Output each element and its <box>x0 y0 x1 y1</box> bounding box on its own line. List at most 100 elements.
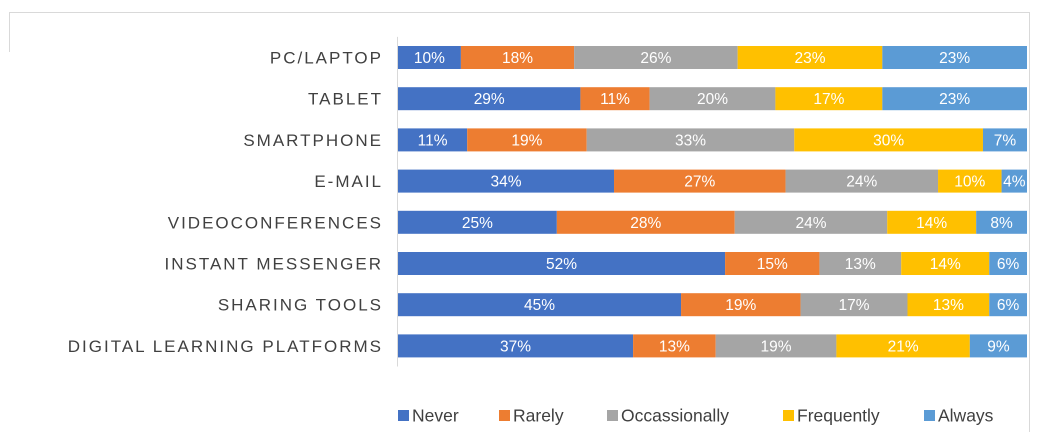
category-labels: PC/LAPTOP TABLET SMARTPHONE E-MAIL VIDEOCONF… <box>68 49 383 356</box>
legend-swatch-frequently <box>783 410 794 421</box>
bar-tablet-occassionally <box>649 87 776 111</box>
bars-layer: 10% 18% 26% 23% 23% 29% 11% 20% 17% 23% 11% 19% 33% 3… <box>398 46 1027 358</box>
data-label-sharing-tools-occassionally: 17% <box>839 297 870 314</box>
category-label-tablet: TABLET <box>308 90 383 109</box>
bar-smartphone-always <box>982 128 1027 152</box>
category-label-smartphone: SMARTPHONE <box>243 131 383 150</box>
data-label-e-mail-occassionally: 24% <box>846 174 877 191</box>
bar-digital-learning-platforms-rarely <box>633 334 716 358</box>
bar-pc-laptop-never <box>398 46 461 69</box>
bar-digital-learning-platforms-frequently <box>836 334 970 358</box>
bar-tablet-rarely <box>580 87 650 111</box>
bar-e-mail-always <box>1001 169 1027 193</box>
data-label-instant-messenger-frequently: 14% <box>930 256 961 273</box>
data-label-e-mail-always: 4% <box>1003 174 1026 191</box>
bar-videoconferences-occassionally <box>734 210 888 234</box>
data-label-digital-learning-platforms-always: 9% <box>987 338 1010 355</box>
data-label-sharing-tools-always: 6% <box>997 297 1020 314</box>
bar-videoconferences-frequently <box>887 210 977 234</box>
data-label-videoconferences-never: 25% <box>462 215 493 232</box>
bar-e-mail-frequently <box>938 169 1002 193</box>
data-label-tablet-always: 23% <box>939 91 970 108</box>
data-label-pc-laptop-always: 23% <box>939 50 970 67</box>
bar-pc-laptop-frequently <box>737 46 883 69</box>
data-label-smartphone-always: 7% <box>994 132 1017 149</box>
data-label-tablet-rarely: 11% <box>600 91 630 108</box>
legend-swatch-occassionally <box>607 410 618 421</box>
bar-sharing-tools-rarely <box>681 293 801 317</box>
data-label-e-mail-frequently: 10% <box>954 174 985 191</box>
legend-label-never: Never <box>412 406 459 426</box>
bar-pc-laptop-always <box>882 46 1027 69</box>
legend-label-rarely: Rarely <box>513 406 564 426</box>
bar-instant-messenger-rarely <box>725 252 820 275</box>
bar-videoconferences-always <box>976 210 1027 234</box>
bar-e-mail-occassionally <box>785 169 939 193</box>
bar-smartphone-frequently <box>794 128 983 152</box>
data-label-instant-messenger-always: 6% <box>997 256 1020 273</box>
data-label-pc-laptop-occassionally: 26% <box>640 50 671 67</box>
bar-instant-messenger-always <box>989 252 1027 275</box>
bar-digital-learning-platforms-never <box>398 334 634 358</box>
category-label-videoconferences: VIDEOCONFERENCES <box>168 213 383 232</box>
category-label-pc-laptop: PC/LAPTOP <box>270 49 383 68</box>
category-label-e-mail: E-MAIL <box>314 172 383 191</box>
bar-sharing-tools-frequently <box>907 293 990 317</box>
bar-tablet-frequently <box>775 87 883 111</box>
bar-instant-messenger-occassionally <box>819 252 902 275</box>
data-label-tablet-never: 29% <box>474 91 505 108</box>
bar-smartphone-rarely <box>467 128 587 152</box>
bar-smartphone-never <box>398 128 468 152</box>
data-label-videoconferences-occassionally: 24% <box>795 215 826 232</box>
bar-tablet-never <box>398 87 581 111</box>
bar-digital-learning-platforms-always <box>969 334 1027 358</box>
data-label-pc-laptop-never: 10% <box>414 50 445 67</box>
data-label-instant-messenger-rarely: 15% <box>757 256 788 273</box>
legend-swatch-never <box>398 410 409 421</box>
bar-pc-laptop-rarely <box>460 46 575 69</box>
data-label-digital-learning-platforms-frequently: 21% <box>888 338 919 355</box>
data-label-digital-learning-platforms-occassionally: 19% <box>761 338 792 355</box>
bar-tablet-always <box>882 87 1027 111</box>
data-label-sharing-tools-never: 45% <box>524 297 555 314</box>
bar-sharing-tools-never <box>398 293 682 317</box>
bar-instant-messenger-frequently <box>901 252 990 275</box>
data-label-videoconferences-frequently: 14% <box>916 215 947 232</box>
data-label-tablet-frequently: 17% <box>813 91 844 108</box>
data-label-instant-messenger-occassionally: 13% <box>845 256 876 273</box>
legend-swatch-always <box>924 410 935 421</box>
category-label-sharing-tools: SHARING TOOLS <box>218 296 383 315</box>
bar-sharing-tools-occassionally <box>800 293 908 317</box>
data-label-videoconferences-always: 8% <box>990 215 1013 232</box>
legend-label-frequently: Frequently <box>797 406 880 426</box>
chart-frame <box>9 12 1030 432</box>
legend-label-always: Always <box>938 406 994 426</box>
bar-videoconferences-rarely <box>556 210 735 234</box>
data-label-tablet-occassionally: 20% <box>697 91 728 108</box>
bar-instant-messenger-never <box>398 252 726 275</box>
data-label-e-mail-never: 34% <box>490 174 521 191</box>
data-label-smartphone-occassionally: 33% <box>675 132 706 149</box>
data-label-e-mail-rarely: 27% <box>684 174 715 191</box>
data-label-digital-learning-platforms-rarely: 13% <box>659 338 690 355</box>
data-label-smartphone-frequently: 30% <box>873 132 904 149</box>
legend-label-occassionally: Occassionally <box>621 406 729 426</box>
bar-smartphone-occassionally <box>586 128 795 152</box>
category-label-instant-messenger: INSTANT MESSENGER <box>164 255 383 274</box>
data-label-smartphone-rarely: 19% <box>511 132 542 149</box>
data-label-smartphone-never: 11% <box>418 132 448 149</box>
data-label-videoconferences-rarely: 28% <box>630 215 661 232</box>
bar-pc-laptop-occassionally <box>574 46 738 69</box>
bar-sharing-tools-always <box>989 293 1027 317</box>
bar-digital-learning-platforms-occassionally <box>715 334 837 358</box>
chart-frame-left-edge <box>9 12 10 52</box>
category-label-digital-learning-platforms: DIGITAL LEARNING PLATFORMS <box>68 337 383 356</box>
legend: Never Rarely Occassionally Frequently Always <box>398 406 994 426</box>
data-label-sharing-tools-rarely: 19% <box>725 297 756 314</box>
data-label-pc-laptop-rarely: 18% <box>502 50 533 67</box>
data-label-digital-learning-platforms-never: 37% <box>500 338 531 355</box>
data-label-instant-messenger-never: 52% <box>546 256 577 273</box>
legend-swatch-rarely <box>499 410 510 421</box>
